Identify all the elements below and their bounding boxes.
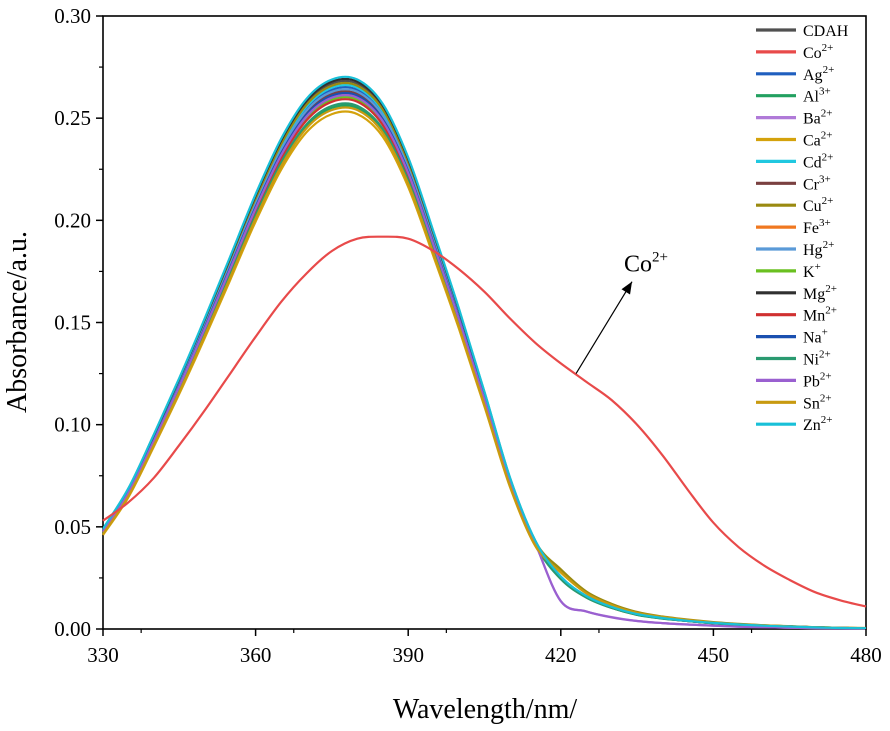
y-tick-label: 0.00 (54, 617, 91, 641)
legend-label: Pb2+ (803, 370, 832, 390)
legend-item: Ca2+ (756, 130, 833, 150)
y-tick-label: 0.25 (54, 106, 91, 130)
legend-item: Mn2+ (756, 305, 837, 325)
legend-label: Cd2+ (803, 151, 833, 171)
series-line-cu-2plus (102, 81, 867, 630)
legend-item: Ba2+ (756, 108, 833, 128)
legend-item: K+ (756, 261, 821, 281)
axis-ticks: 330 360 390 420 450 480 0.00 0.05 0.10 0.15 0.20 0.… (54, 4, 882, 667)
x-tick-label: 390 (392, 643, 424, 667)
legend-label: Cr3+ (803, 173, 831, 193)
legend-item: Al3+ (756, 86, 831, 106)
legend-label: Al3+ (803, 86, 831, 106)
series-line-na-plus (102, 91, 867, 630)
legend-item: Zn2+ (756, 414, 833, 434)
y-tick-label: 0.30 (54, 4, 91, 28)
x-tick-label: 420 (545, 643, 577, 667)
legend-label: Co2+ (803, 42, 833, 62)
series-line-zn-2plus (102, 75, 867, 630)
legend-item: Co2+ (756, 42, 833, 62)
series-line-cr-3plus (102, 90, 867, 630)
legend-label: CDAH (803, 23, 849, 40)
series-line-cd-2plus (102, 83, 867, 630)
plot-frame (102, 15, 867, 630)
x-tick-label: 360 (240, 643, 272, 667)
series-line-ag-2plus (102, 86, 867, 630)
legend-label: Ag2+ (803, 64, 834, 84)
legend-item: Hg2+ (756, 239, 834, 259)
x-tick-label: 330 (87, 643, 119, 667)
legend: CDAH Co2+Ag2+Al3+Ba2+Ca2+Cd2+Cr3+Cu2+Fe3+… (756, 23, 849, 434)
legend-label: Zn2+ (803, 414, 833, 434)
series-line-fe-3plus (102, 93, 867, 630)
legend-item: Ag2+ (756, 64, 834, 84)
y-tick-label: 0.20 (54, 208, 91, 232)
co-annotation: Co2+ (575, 250, 668, 374)
series-layer (102, 75, 867, 630)
legend-label: Cu2+ (803, 195, 833, 215)
legend-label: Sn2+ (803, 392, 832, 412)
legend-item: CDAH (756, 23, 849, 40)
legend-item: Cr3+ (756, 173, 831, 193)
x-tick-label: 480 (850, 643, 882, 667)
legend-item: Cu2+ (756, 195, 833, 215)
series-line-ca-2plus (102, 110, 867, 630)
legend-item: Na+ (756, 327, 828, 347)
x-axis-title: Wavelength/nm/ (393, 694, 578, 725)
legend-label: Mn2+ (803, 305, 837, 325)
series-line-mg-2plus (102, 77, 867, 630)
y-tick-label: 0.15 (54, 311, 91, 335)
legend-label: Ba2+ (803, 108, 833, 128)
y-axis-title: Absorbance/a.u. (2, 231, 33, 413)
legend-label: Ca2+ (803, 130, 833, 150)
legend-item: Mg2+ (756, 283, 837, 303)
series-line-hg-2plus (102, 88, 867, 630)
series-line-ba-2plus (102, 91, 867, 630)
series-line-co-2plus (102, 235, 867, 608)
series-line-pb-2plus (102, 93, 867, 630)
legend-label: Na+ (803, 327, 828, 347)
annotation-arrowhead (621, 281, 633, 295)
legend-label: K+ (803, 261, 821, 281)
legend-label: Hg2+ (803, 239, 834, 259)
legend-item: Sn2+ (756, 392, 832, 412)
series-line-cdah (102, 79, 867, 630)
legend-item: Fe3+ (756, 217, 831, 237)
series-line-ni-2plus (102, 102, 867, 630)
plot-border (102, 15, 867, 630)
series-line-k-plus (102, 96, 867, 630)
y-tick-label: 0.05 (54, 515, 91, 539)
annotation-label: Co2+ (624, 250, 668, 278)
legend-item: Ni2+ (756, 349, 831, 369)
legend-item: Pb2+ (756, 370, 832, 390)
legend-item: Cd2+ (756, 151, 833, 171)
legend-label: Ni2+ (803, 349, 831, 369)
series-line-mn-2plus (102, 98, 867, 630)
y-tick-label: 0.10 (54, 413, 91, 437)
legend-label: Fe3+ (803, 217, 831, 237)
series-line-sn-2plus (102, 106, 867, 630)
x-tick-label: 450 (698, 643, 730, 667)
legend-label: Mg2+ (803, 283, 837, 303)
annotation-arrow (575, 281, 633, 374)
series-line-al-3plus (102, 104, 867, 630)
